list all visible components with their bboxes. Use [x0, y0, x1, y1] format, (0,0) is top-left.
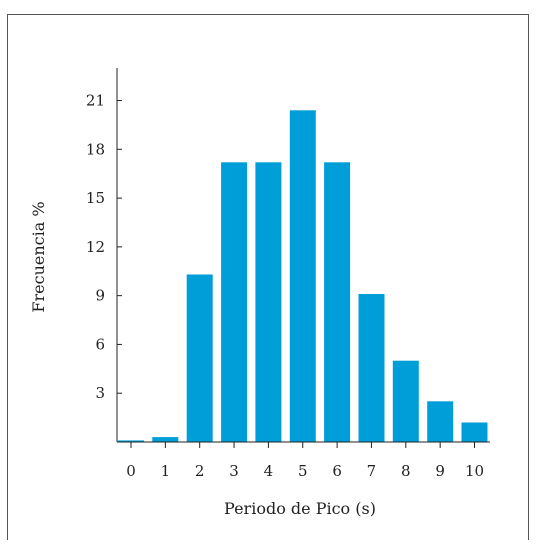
x-tick-label-10: 10	[465, 462, 484, 480]
x-tick-label-2: 2	[195, 462, 205, 480]
bar-6	[324, 162, 351, 443]
y-tick-label-12: 12	[86, 238, 105, 256]
x-axis-title: Periodo de Pico (s)	[224, 499, 376, 518]
bars-group	[118, 110, 488, 443]
y-ticks-group: 3 6 9 12 15 18 21	[86, 92, 122, 402]
x-tick-label-5: 5	[298, 462, 308, 480]
bar-4	[255, 162, 282, 443]
y-tick-label-6: 6	[95, 335, 105, 353]
x-tick-label-8: 8	[401, 462, 411, 480]
bar-3	[221, 162, 248, 443]
x-ticks-group: 0 1 2 3 4 5 6 7 8 9 10	[126, 442, 484, 480]
bar-8	[392, 360, 419, 442]
y-tick-label-15: 15	[86, 189, 105, 207]
y-tick-label-9: 9	[95, 287, 105, 305]
bar-10	[461, 422, 488, 442]
y-tick-label-3: 3	[95, 384, 105, 402]
x-tick-label-0: 0	[126, 462, 136, 480]
bar-9	[427, 401, 454, 442]
bar-0	[118, 440, 144, 442]
x-tick-label-4: 4	[264, 462, 274, 480]
bar-7	[358, 294, 385, 442]
bar-1	[152, 437, 179, 442]
y-axis-title: Frecuencia %	[29, 201, 48, 312]
x-tick-label-9: 9	[435, 462, 445, 480]
chart-frame	[7, 14, 529, 540]
x-tick-label-3: 3	[229, 462, 239, 480]
x-tick-label-6: 6	[332, 462, 342, 480]
y-tick-label-18: 18	[86, 140, 105, 158]
x-tick-label-7: 7	[367, 462, 377, 480]
bar-2	[186, 274, 213, 442]
y-tick-label-21: 21	[86, 92, 105, 110]
x-tick-label-1: 1	[161, 462, 171, 480]
bar-5	[289, 110, 316, 443]
